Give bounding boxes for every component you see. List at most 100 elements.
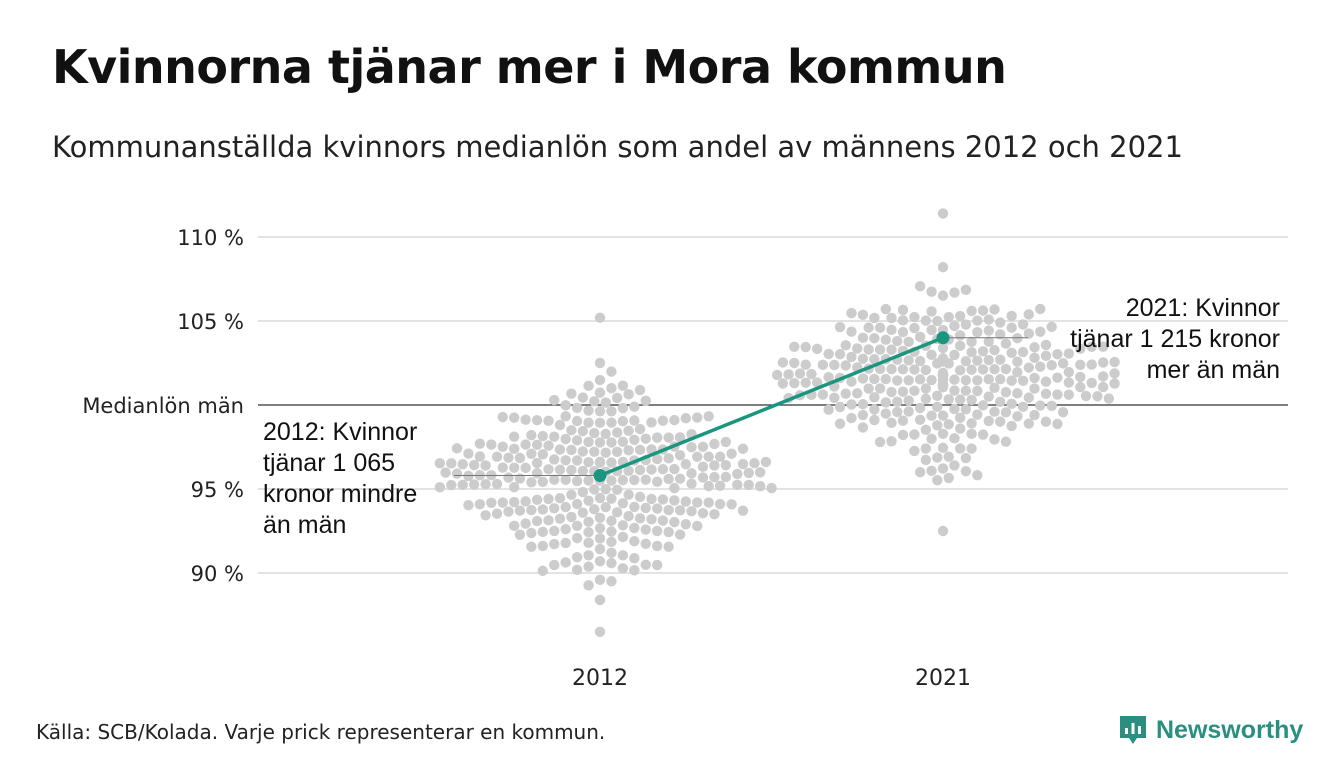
swarm-dot xyxy=(983,336,994,347)
swarm-dot xyxy=(571,475,583,487)
swarm-dot xyxy=(954,330,966,341)
swarm-dot xyxy=(537,476,548,487)
swarm-dot xyxy=(995,416,1006,427)
swarm-dot xyxy=(880,303,891,315)
swarm-dot xyxy=(526,527,537,539)
swarm-dot xyxy=(594,492,606,504)
swarm-dot xyxy=(960,375,972,386)
swarm-dot xyxy=(594,406,606,417)
swarm-dot xyxy=(937,382,949,393)
swarm-dot xyxy=(874,344,886,355)
swarm-dot xyxy=(606,437,617,448)
chart-subtitle: Kommunanställda kvinnors medianlön som a… xyxy=(52,130,1183,164)
reference-line-label: Medianlön män xyxy=(82,394,244,418)
swarm-dot xyxy=(669,495,680,506)
swarm-dot xyxy=(560,400,571,411)
swarm-dot xyxy=(1000,436,1012,447)
swarm-dot xyxy=(1017,401,1029,413)
swarm-dot xyxy=(834,401,846,413)
swarm-dot xyxy=(1035,361,1046,372)
swarm-dot xyxy=(880,334,891,346)
swarm-dot xyxy=(932,474,943,486)
swarm-dot xyxy=(680,496,691,507)
swarm-dot xyxy=(554,444,566,455)
swarm-dot xyxy=(829,392,840,403)
swarm-dot xyxy=(611,507,623,518)
swarm-dot xyxy=(611,446,623,457)
swarm-dot xyxy=(1052,349,1063,360)
swarm-dot xyxy=(920,454,932,466)
swarm-dot xyxy=(674,505,686,516)
swarm-dot xyxy=(1086,341,1097,353)
swarm-dot xyxy=(972,355,983,366)
swarm-dot xyxy=(617,520,629,531)
swarm-dot xyxy=(486,439,497,450)
swarm-dot xyxy=(652,476,663,487)
swarm-dot xyxy=(566,489,577,501)
swarm-dot xyxy=(703,411,714,422)
swarm-dot xyxy=(897,429,909,441)
swarm-dot xyxy=(652,540,663,552)
swarm-dot xyxy=(960,385,972,396)
swarm-dot xyxy=(669,463,680,475)
swarm-dot xyxy=(954,394,966,405)
swarm-dot xyxy=(600,447,611,458)
swarm-dot xyxy=(669,414,680,426)
swarm-dot xyxy=(640,395,651,406)
swarm-dot xyxy=(932,390,943,402)
swarm-dot xyxy=(983,415,994,427)
swarm-dot xyxy=(509,443,520,455)
swarm-dot xyxy=(977,400,989,411)
swarm-dot xyxy=(954,365,966,376)
swarm-dot xyxy=(640,524,651,535)
swarm-dot xyxy=(1046,400,1057,412)
swarm-dot xyxy=(943,311,954,323)
swarm-dot xyxy=(863,344,874,355)
swarm-dot xyxy=(720,436,732,448)
swarm-dot xyxy=(1063,377,1075,388)
swarm-dot xyxy=(972,315,983,326)
swarm-dot xyxy=(531,457,543,469)
swarm-dot xyxy=(629,536,640,547)
swarm-dot xyxy=(960,319,972,330)
swarm-dot xyxy=(995,329,1006,340)
swarm-dot xyxy=(674,473,686,484)
swarm-dot xyxy=(1052,372,1063,383)
swarm-dot xyxy=(606,406,617,417)
swarm-dot xyxy=(606,382,617,394)
swarm-dot xyxy=(640,538,651,549)
swarm-dot xyxy=(1109,368,1120,379)
swarm-dot xyxy=(514,452,526,464)
swarm-dot xyxy=(606,493,617,504)
swarm-dot xyxy=(914,281,926,292)
swarm-dot xyxy=(554,513,566,524)
swarm-dot xyxy=(886,312,897,324)
swarm-dot xyxy=(497,441,508,453)
swarm-dot xyxy=(1017,319,1029,330)
swarm-dot xyxy=(646,417,657,428)
swarm-dot xyxy=(577,446,589,457)
swarm-dot xyxy=(989,382,1000,394)
swarm-dot xyxy=(874,363,886,375)
swarm-dot xyxy=(629,401,640,412)
swarm-dot xyxy=(1040,376,1052,387)
swarm-dot xyxy=(989,434,1000,445)
swarm-dot xyxy=(617,402,629,414)
swarm-dot xyxy=(960,284,972,296)
swarm-dot xyxy=(640,433,651,444)
swarm-dot xyxy=(474,499,486,510)
swarm-dot xyxy=(1012,366,1023,378)
swarm-dot xyxy=(606,417,617,428)
swarm-dot xyxy=(640,474,651,485)
y-tick-label: 90 % xyxy=(191,562,244,586)
swarm-dot xyxy=(840,340,851,351)
swarm-dot xyxy=(486,497,497,509)
swarm-dot xyxy=(629,434,640,445)
swarm-dot xyxy=(1057,358,1069,369)
swarm-dot xyxy=(823,372,834,383)
swarm-dot xyxy=(874,322,886,333)
swarm-dot xyxy=(771,369,783,381)
swarm-dot xyxy=(834,418,846,429)
swarm-dot xyxy=(989,344,1000,356)
swarm-dot xyxy=(703,451,714,462)
